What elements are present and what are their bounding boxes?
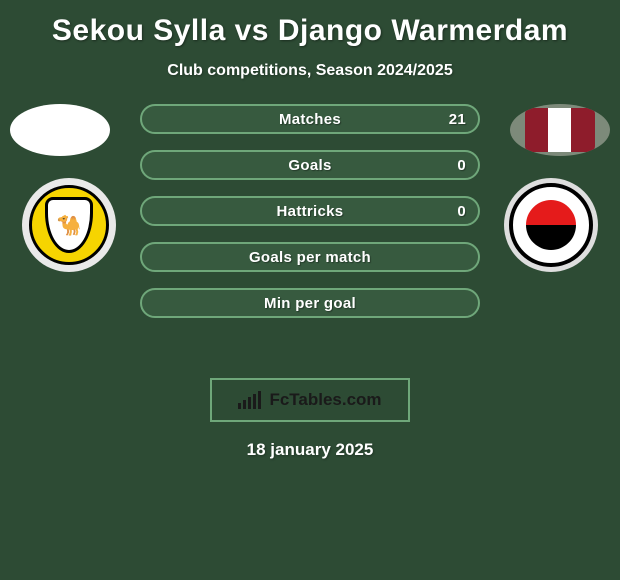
stat-label: Goals per match xyxy=(249,249,371,266)
club-badge-right xyxy=(504,178,598,272)
date-label: 18 january 2025 xyxy=(247,440,374,460)
brand-text: FcTables.com xyxy=(269,390,381,410)
player-right-shirt xyxy=(525,108,595,152)
brand-box: FcTables.com xyxy=(210,378,409,422)
stat-value-right: 0 xyxy=(457,203,466,220)
stat-label: Goals xyxy=(288,157,331,174)
stat-bars: Matches 21 Goals 0 Hattricks 0 Goals per… xyxy=(140,104,480,318)
stat-bar-hattricks: Hattricks 0 xyxy=(140,196,480,226)
player-right-avatar xyxy=(510,104,610,156)
stat-label: Matches xyxy=(279,111,341,128)
stat-bar-matches: Matches 21 xyxy=(140,104,480,134)
comparison-body: 🐪 Matches 21 Goals 0 Hattricks xyxy=(0,104,620,364)
stat-value-right: 21 xyxy=(449,111,466,128)
club-badge-right-inner xyxy=(509,183,593,267)
stat-bar-goals: Goals 0 xyxy=(140,150,480,180)
brand-chart-icon xyxy=(238,391,261,409)
page-subtitle: Club competitions, Season 2024/2025 xyxy=(167,62,452,80)
stat-bar-min-per-goal: Min per goal xyxy=(140,288,480,318)
club-badge-left: 🐪 xyxy=(22,178,116,272)
club-badge-right-halves xyxy=(526,200,576,250)
club-badge-left-inner: 🐪 xyxy=(29,185,109,265)
player-left-avatar xyxy=(10,104,110,156)
club-badge-left-glyph: 🐪 xyxy=(57,213,82,238)
stat-value-right: 0 xyxy=(457,157,466,174)
club-badge-left-shield: 🐪 xyxy=(45,197,93,253)
comparison-infographic: Sekou Sylla vs Django Warmerdam Club com… xyxy=(0,0,620,580)
stat-bar-goals-per-match: Goals per match xyxy=(140,242,480,272)
stat-label: Min per goal xyxy=(264,295,356,312)
page-title: Sekou Sylla vs Django Warmerdam xyxy=(52,14,568,48)
stat-label: Hattricks xyxy=(277,203,344,220)
